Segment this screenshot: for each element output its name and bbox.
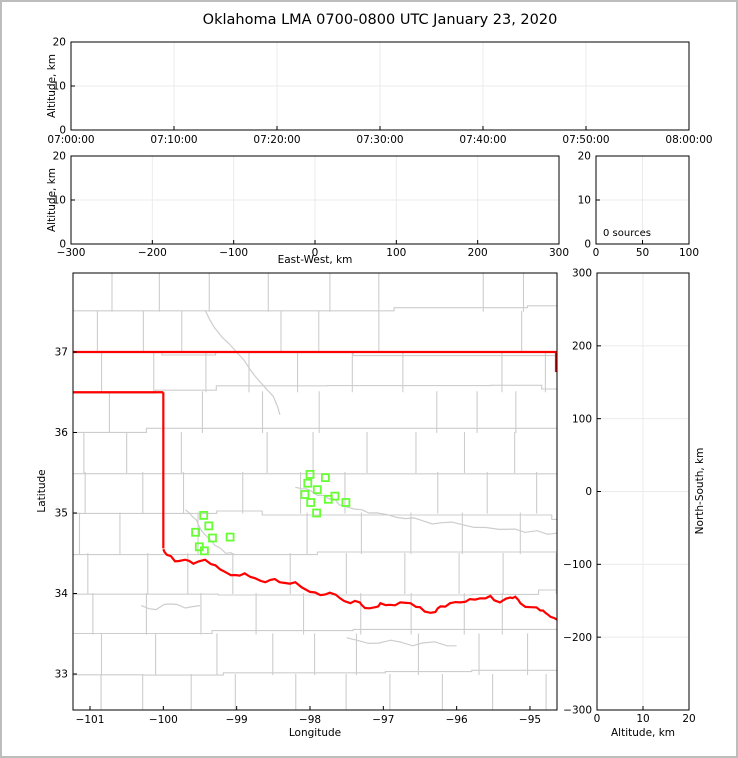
lma-station-marker [191, 527, 201, 537]
tick-label: 300 [549, 247, 569, 259]
tick-label: 300 [572, 268, 592, 280]
sources-annotation: 0 sources [603, 228, 651, 239]
panel2-xlabel: East-West, km [277, 253, 353, 266]
lma-station-marker [305, 469, 315, 479]
tick-label: −200 [138, 247, 167, 259]
tick-label: 200 [468, 247, 488, 259]
tick-label: −100 [149, 714, 178, 726]
tick-label: 100 [386, 247, 406, 259]
map-xlabel: Longitude [288, 726, 342, 739]
tick-label: 10 [53, 195, 66, 207]
tick-label: 07:20:00 [253, 134, 300, 146]
tick-label: 20 [53, 151, 66, 163]
tick-label: 07:30:00 [356, 134, 403, 146]
tick-label: 07:00:00 [47, 134, 94, 146]
tick-label: 33 [55, 669, 68, 681]
tick-label: 0 [584, 239, 591, 251]
lma-station-marker [303, 478, 313, 488]
tick-label: −300 [563, 705, 592, 717]
tick-label: 10 [636, 713, 649, 725]
tick-label: 10 [53, 81, 66, 93]
tick-label: −101 [76, 714, 105, 726]
county-boundary [73, 551, 557, 556]
panel5-xlabel: Altitude, km [610, 726, 676, 739]
tick-label: 36 [55, 427, 69, 439]
tick-label: 200 [572, 341, 592, 353]
panel2-ylabel: Altitude, km [45, 167, 58, 233]
tick-label: −97 [372, 714, 394, 726]
lma-station-marker [306, 498, 316, 507]
tick-label: 10 [578, 195, 591, 207]
lma-station-marker [300, 490, 310, 499]
river-line [204, 309, 281, 415]
tick-label: −300 [57, 247, 86, 259]
state-border-red-river [162, 548, 557, 621]
map-panel [72, 272, 558, 711]
source-count-panel [595, 155, 690, 245]
tick-label: −200 [563, 632, 592, 644]
county-boundary [73, 305, 557, 312]
tick-label: 20 [53, 37, 66, 49]
lma-station-marker [312, 508, 322, 518]
lma-station-marker [199, 546, 209, 556]
panel5-ylabel: North-South, km [693, 447, 706, 535]
lma-station-marker [341, 498, 351, 507]
tick-label: 37 [55, 347, 68, 359]
panel1-ylabel: Altitude, km [45, 53, 58, 119]
lma-station-marker [199, 510, 209, 520]
river-line [346, 637, 457, 647]
tick-label: 34 [55, 588, 69, 600]
lma-station-marker [323, 494, 333, 504]
tick-label: 08:00:00 [665, 134, 712, 146]
tick-label: 0 [312, 247, 319, 259]
county-boundary [73, 589, 557, 596]
county-boundary [73, 628, 557, 635]
river-line [295, 486, 557, 535]
river-line [141, 603, 201, 611]
tick-label: 50 [636, 247, 649, 259]
figure-title: Oklahoma LMA 0700-0800 UTC January 23, 2… [202, 11, 558, 28]
tick-label: −95 [519, 714, 541, 726]
county-boundary [73, 427, 557, 433]
tick-label: −98 [299, 714, 321, 726]
tick-label: 0 [593, 247, 600, 259]
county-boundary [73, 669, 557, 676]
lma-station-marker [320, 473, 330, 483]
tick-label: 0 [585, 486, 592, 498]
map-ylabel: Latitude [35, 469, 48, 513]
tick-label: 35 [55, 508, 68, 520]
tick-label: −99 [226, 714, 248, 726]
tick-label: 20 [578, 151, 591, 163]
eastwest-altitude-panel [70, 155, 560, 245]
county-boundary [73, 510, 557, 520]
lma-station-marker [312, 485, 322, 495]
tick-label: −100 [563, 559, 592, 571]
tick-label: 100 [679, 247, 699, 259]
tick-label: 20 [682, 713, 695, 725]
tick-label: 0 [59, 239, 66, 251]
tick-label: 07:10:00 [150, 134, 197, 146]
tick-label: 07:40:00 [459, 134, 506, 146]
time-altitude-panel [70, 41, 690, 131]
tick-label: 0 [59, 125, 66, 137]
tick-label: 100 [572, 413, 592, 425]
lma-station-marker [208, 533, 217, 543]
northsouth-altitude-panel [596, 272, 690, 711]
tick-label: 0 [594, 713, 601, 725]
map-layer [73, 273, 557, 710]
tick-label: −100 [219, 247, 248, 259]
tick-label: 07:50:00 [562, 134, 609, 146]
river-line [184, 509, 236, 556]
tick-label: −96 [446, 714, 468, 726]
lma-station-marker [225, 532, 235, 542]
lma-station-marker [204, 521, 214, 531]
county-boundary [73, 384, 557, 394]
